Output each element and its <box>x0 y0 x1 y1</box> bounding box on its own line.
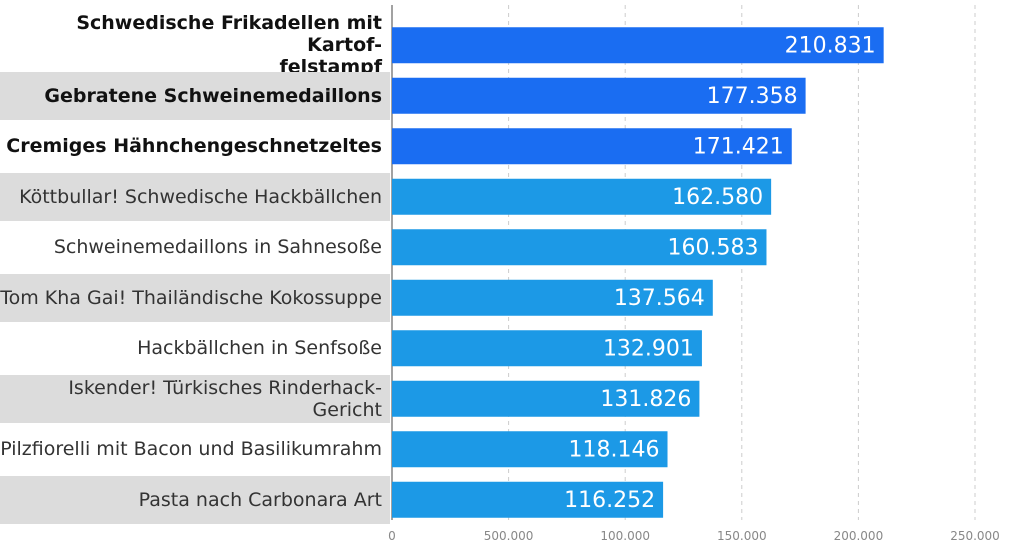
value-label: 131.826 <box>600 387 691 412</box>
category-label: Pasta nach Carbonara Art <box>0 475 390 524</box>
category-label: Pilzfiorelli mit Bacon und Basilikumrahm <box>0 438 382 461</box>
bar <box>392 481 664 518</box>
x-tick-label: 500.000 <box>484 529 534 543</box>
category-label: Schweinemedaillons in Sahnesoße <box>53 236 382 259</box>
category-label: Iskender! Türkisches Rinderhack-Gericht <box>0 374 390 423</box>
x-tick-label: 250.000 <box>950 529 1000 543</box>
bar <box>392 380 700 417</box>
bar <box>392 178 772 215</box>
x-tick-label: 150.000 <box>717 529 767 543</box>
x-tick-label: 0 <box>388 529 396 543</box>
value-label: 162.580 <box>672 185 763 210</box>
value-label: 210.831 <box>785 33 876 58</box>
bar <box>392 27 884 64</box>
value-label: 116.252 <box>564 488 655 513</box>
value-label: 137.564 <box>614 286 705 311</box>
bar <box>392 279 713 316</box>
category-label: Gebratene Schweinemedaillons <box>0 71 390 120</box>
bar <box>392 330 702 367</box>
value-label: 118.146 <box>569 437 660 462</box>
category-label: Cremiges Hähnchengeschnetzeltes <box>6 135 382 158</box>
value-label: 160.583 <box>667 235 758 260</box>
x-tick-label: 100.000 <box>600 529 650 543</box>
value-label: 177.358 <box>707 84 798 109</box>
category-label: Köttbullar! Schwedische Hackbällchen <box>0 172 390 221</box>
value-label: 132.901 <box>603 336 694 361</box>
x-tick-label: 200.000 <box>834 529 884 543</box>
category-label: Tom Kha Gai! Thailändische Kokossuppe <box>0 273 390 322</box>
bar <box>392 77 806 114</box>
bar <box>392 229 767 266</box>
value-label: 171.421 <box>693 134 784 159</box>
bar <box>392 128 792 165</box>
bar <box>392 431 668 468</box>
category-label: Hackbällchen in Senfsoße <box>137 337 382 360</box>
